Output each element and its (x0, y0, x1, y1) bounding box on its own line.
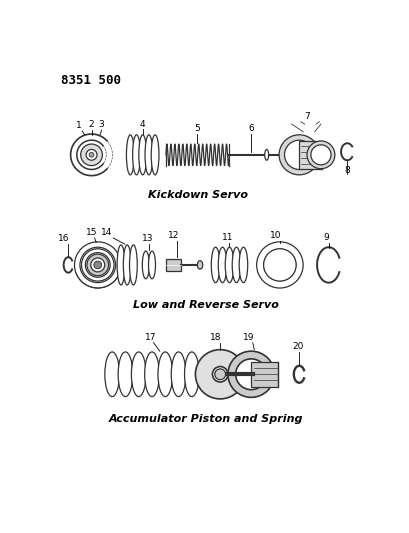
Circle shape (85, 253, 110, 277)
Text: 8: 8 (344, 166, 349, 175)
Circle shape (90, 258, 104, 272)
Circle shape (86, 149, 97, 160)
Text: 20: 20 (291, 342, 303, 351)
Text: 11: 11 (222, 233, 233, 242)
Text: 10: 10 (270, 231, 281, 240)
Ellipse shape (142, 251, 149, 279)
Text: 17: 17 (144, 333, 156, 342)
Text: 4: 4 (139, 119, 145, 128)
Bar (251, 362, 278, 386)
Text: 15: 15 (85, 228, 97, 237)
Circle shape (310, 145, 330, 165)
Text: 3: 3 (98, 120, 103, 130)
Circle shape (80, 247, 115, 282)
Ellipse shape (123, 245, 131, 285)
Ellipse shape (151, 135, 159, 175)
Ellipse shape (117, 245, 125, 285)
Text: 13: 13 (141, 235, 153, 244)
Bar (166, 259, 181, 271)
Text: 1: 1 (76, 121, 82, 130)
Text: 8351 500: 8351 500 (61, 74, 120, 87)
Circle shape (81, 144, 102, 166)
Text: 19: 19 (243, 333, 254, 342)
Ellipse shape (231, 247, 240, 282)
Text: 18: 18 (209, 333, 221, 342)
Ellipse shape (126, 135, 134, 175)
Ellipse shape (148, 251, 155, 279)
Ellipse shape (145, 135, 153, 175)
Ellipse shape (131, 352, 146, 397)
Ellipse shape (129, 245, 137, 285)
Ellipse shape (157, 352, 172, 397)
Ellipse shape (139, 135, 146, 175)
Circle shape (256, 242, 302, 288)
Bar (299, 141, 322, 168)
Ellipse shape (144, 352, 159, 397)
Text: Accumulator Piston and Spring: Accumulator Piston and Spring (109, 414, 303, 424)
Ellipse shape (132, 135, 140, 175)
Circle shape (212, 367, 227, 382)
Circle shape (195, 350, 245, 399)
Text: 6: 6 (248, 124, 254, 133)
Ellipse shape (184, 352, 199, 397)
Text: 7: 7 (303, 112, 309, 121)
Circle shape (227, 351, 274, 398)
Text: 16: 16 (58, 235, 69, 244)
Text: 9: 9 (323, 233, 328, 242)
Ellipse shape (218, 247, 226, 282)
Circle shape (306, 141, 334, 168)
Ellipse shape (211, 247, 219, 282)
Text: 5: 5 (193, 124, 199, 133)
Ellipse shape (197, 261, 202, 269)
Circle shape (94, 261, 101, 269)
Ellipse shape (118, 352, 133, 397)
Ellipse shape (264, 149, 268, 160)
Text: 14: 14 (101, 228, 112, 237)
Ellipse shape (225, 247, 233, 282)
Ellipse shape (238, 247, 247, 282)
Text: 12: 12 (168, 231, 179, 240)
Ellipse shape (171, 352, 185, 397)
Circle shape (284, 140, 313, 169)
Circle shape (263, 249, 295, 281)
Text: Low and Reverse Servo: Low and Reverse Servo (133, 301, 279, 310)
Circle shape (81, 249, 114, 281)
Text: Kickdown Servo: Kickdown Servo (148, 190, 248, 200)
Circle shape (279, 135, 319, 175)
Circle shape (89, 152, 94, 157)
Ellipse shape (105, 352, 119, 397)
Text: 2: 2 (88, 120, 93, 130)
Circle shape (74, 242, 121, 288)
Circle shape (87, 254, 108, 276)
Circle shape (235, 359, 266, 390)
Ellipse shape (214, 369, 225, 379)
